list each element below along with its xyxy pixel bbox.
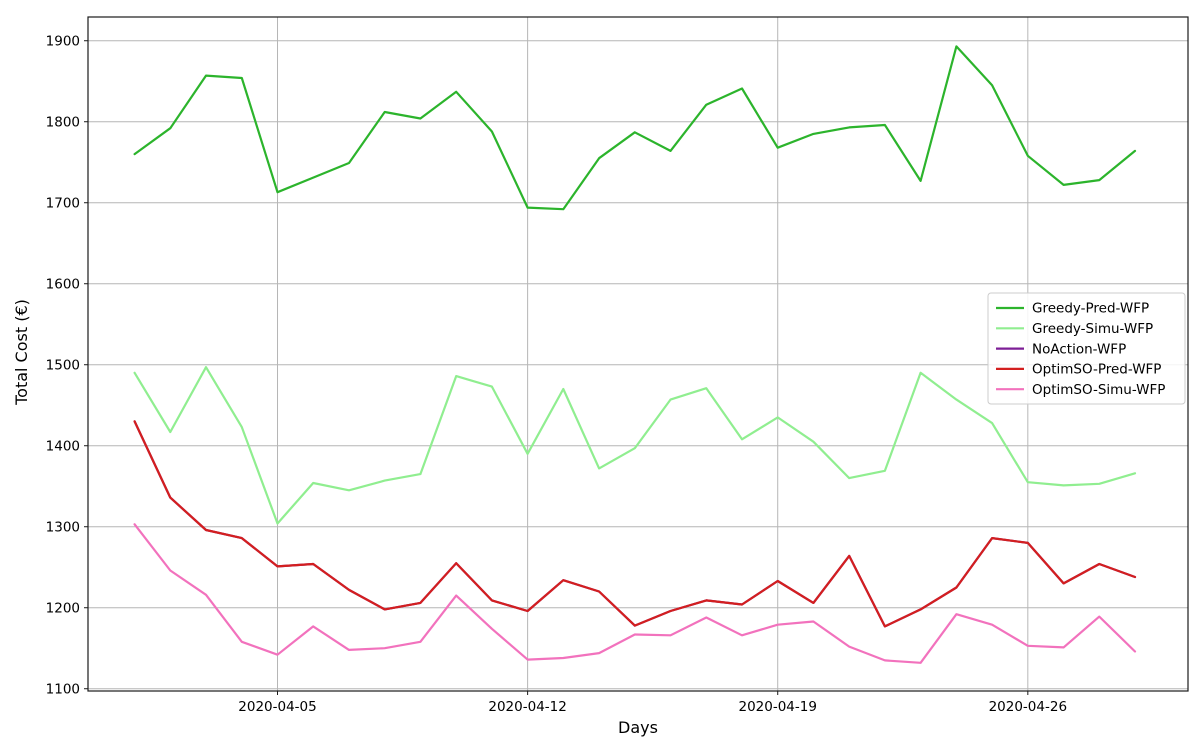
y-tick-label: 1500 (46, 357, 80, 373)
plot-border (87, 16, 1189, 692)
legend-label-greedy-pred-wfp: Greedy-Pred-WFP (1032, 301, 1149, 317)
y-axis-label: Total Cost (€) (12, 299, 31, 405)
legend-label-optimso-pred-wfp: OptimSO-Pred-WFP (1032, 362, 1161, 378)
y-tick-label: 1600 (46, 276, 80, 292)
series-line-optimso-simu-wfp (133, 523, 1137, 664)
legend-label-greedy-simu-wfp: Greedy-Simu-WFP (1032, 321, 1153, 337)
series-line-greedy-simu-wfp (133, 366, 1137, 525)
y-tick-label: 1800 (46, 114, 80, 130)
series-line-greedy-pred-wfp (133, 45, 1137, 211)
y-tick-label: 1700 (46, 195, 80, 211)
y-tick-label: 1900 (46, 33, 80, 49)
y-tick-label: 1300 (46, 519, 80, 535)
y-tick-label: 1100 (46, 681, 80, 697)
x-tick-label: 2020-04-05 (238, 699, 316, 715)
x-tick-label: 2020-04-19 (738, 699, 816, 715)
legend-box (987, 292, 1186, 405)
legend-label-noaction-wfp: NoAction-WFP (1032, 341, 1126, 357)
x-axis-label: Days (618, 718, 658, 737)
legend-label-optimso-simu-wfp: OptimSO-Simu-WFP (1032, 382, 1165, 398)
series-line-optimso-pred-wfp (133, 420, 1137, 628)
y-tick-label: 1400 (46, 438, 80, 454)
y-tick-label: 1200 (46, 600, 80, 616)
x-tick-label: 2020-04-26 (989, 699, 1067, 715)
x-tick-label: 2020-04-12 (488, 699, 566, 715)
